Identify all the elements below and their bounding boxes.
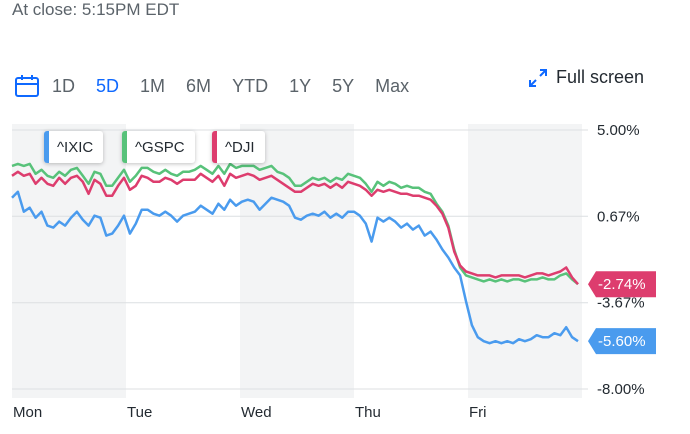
x-tick-label: Mon: [13, 404, 42, 421]
x-tick-label: Tue: [127, 404, 152, 421]
badge-shape: [588, 271, 656, 298]
legend-label-ixic: ^IXIC: [57, 138, 94, 156]
badge-shape: [588, 328, 656, 355]
x-tick-label: Wed: [241, 404, 272, 421]
day-band: [12, 124, 126, 398]
legend-item-dji[interactable]: ^DJI: [212, 131, 265, 163]
legend-label-gspc: ^GSPC: [135, 138, 185, 156]
range-ytd-button[interactable]: YTD: [232, 75, 269, 96]
y-tick-label: -3.67%: [597, 295, 645, 312]
range-max-button[interactable]: Max: [375, 75, 410, 96]
range-1d-button[interactable]: 1D: [52, 75, 76, 96]
range-5y-button[interactable]: 5Y: [332, 75, 355, 96]
x-tick-label: Fri: [469, 404, 487, 421]
series-line-dji: [11, 170, 579, 286]
legend-item-ixic[interactable]: ^IXIC: [44, 131, 104, 163]
series-line-gspc: [11, 162, 579, 286]
expand-icon: [529, 68, 547, 87]
legend-swatch-gspc: [122, 131, 127, 163]
y-tick-label: -8.00%: [597, 381, 645, 398]
range-1y-button[interactable]: 1Y: [289, 75, 312, 96]
last-value-badge-ixic: -5.60%: [588, 328, 656, 355]
legend-label-dji: ^DJI: [225, 138, 255, 156]
range-1m-button[interactable]: 1M: [140, 75, 166, 96]
calendar-icon[interactable]: [14, 74, 40, 98]
badge-label: -5.60%: [598, 333, 646, 350]
day-band: [240, 124, 354, 398]
legend-swatch-ixic: [44, 131, 49, 163]
range-5d-button[interactable]: 5D: [96, 75, 120, 96]
day-band: [468, 124, 582, 398]
fullscreen-label: Full screen: [556, 67, 645, 87]
range-6m-button[interactable]: 6M: [186, 75, 212, 96]
legend-item-gspc[interactable]: ^GSPC: [122, 131, 195, 163]
series-line-ixic: [11, 190, 579, 345]
x-tick-label: Thu: [355, 404, 381, 421]
fullscreen-button[interactable]: Full screen: [528, 67, 644, 88]
last-value-badge-dji: -2.74%: [588, 271, 656, 298]
legend-swatch-dji: [212, 131, 217, 163]
at-close-label: At close: 5:15PM EDT: [12, 0, 180, 19]
y-tick-label: 0.67%: [597, 208, 640, 225]
y-tick-label: 5.00%: [597, 122, 640, 139]
day-band: [126, 124, 240, 398]
range-toolbar: 1D 5D 1M 6M YTD 1Y 5Y Max: [14, 72, 430, 100]
badge-label: -2.74%: [598, 276, 646, 293]
